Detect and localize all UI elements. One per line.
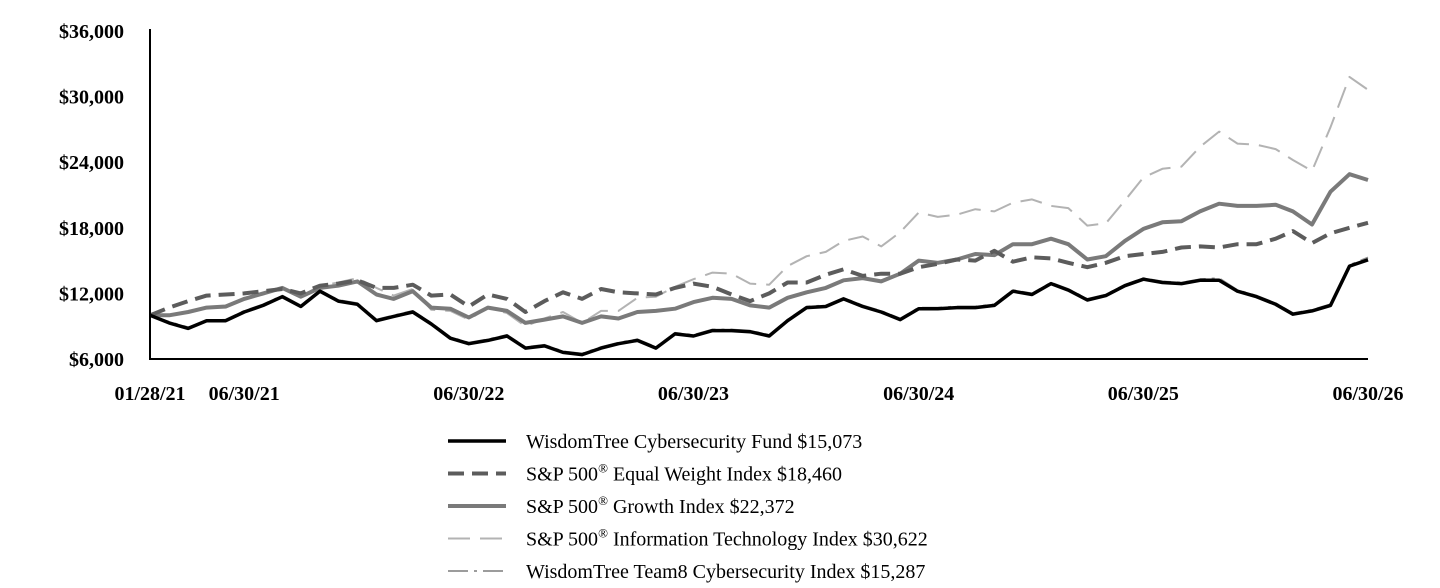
y-tick-label: $36,000 bbox=[59, 21, 124, 43]
x-tick-label: 06/30/25 bbox=[1108, 383, 1179, 405]
x-tick-label: 01/28/21 bbox=[114, 383, 185, 405]
x-tick-label: 06/30/21 bbox=[209, 383, 280, 405]
legend-label-1: S&P 500® Equal Weight Index $18,460 bbox=[526, 461, 842, 486]
y-tick-label: $24,000 bbox=[59, 152, 124, 174]
series-line-3 bbox=[150, 75, 1369, 328]
x-tick-label: 06/30/24 bbox=[883, 383, 954, 405]
series-line-1 bbox=[149, 220, 1369, 318]
x-tick-label: 06/30/23 bbox=[658, 383, 729, 405]
legend-label-0: WisdomTree Cybersecurity Fund $15,073 bbox=[526, 431, 862, 453]
y-tick-label: $30,000 bbox=[59, 87, 124, 109]
legend-label-4: WisdomTree Team8 Cybersecurity Index $15… bbox=[526, 561, 925, 583]
series-line-0 bbox=[149, 258, 1369, 357]
series-line-2 bbox=[150, 172, 1369, 325]
y-tick-label: $6,000 bbox=[69, 349, 124, 371]
legend-label-2: S&P 500® Growth Index $22,372 bbox=[526, 493, 795, 518]
y-tick-label: $12,000 bbox=[59, 283, 124, 305]
legend: WisdomTree Cybersecurity Fund $15,073 S&P… bbox=[448, 431, 928, 583]
plot-area bbox=[149, 75, 1369, 357]
y-tick-label: $18,000 bbox=[59, 218, 124, 240]
axes: $6,000 $12,000 $18,000 $24,000 $30,000 $36,00… bbox=[59, 21, 1404, 405]
x-tick-label: 06/30/22 bbox=[433, 383, 504, 405]
x-tick-label: 06/30/26 bbox=[1332, 383, 1403, 405]
legend-label-3: S&P 500® Information Technology Index $3… bbox=[526, 526, 928, 551]
